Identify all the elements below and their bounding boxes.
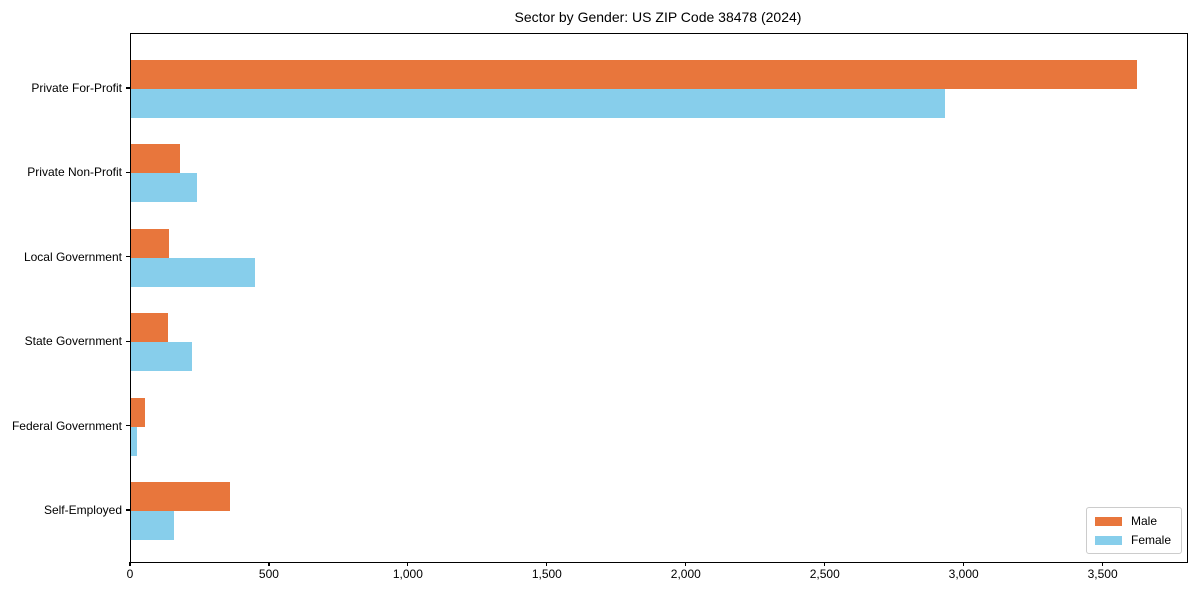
plot-area: Male Female bbox=[130, 33, 1188, 563]
xtick-label-500: 500 bbox=[258, 567, 279, 581]
y-tick-mark bbox=[126, 171, 130, 173]
chart-title: Sector by Gender: US ZIP Code 38478 (202… bbox=[514, 9, 802, 25]
bar-male-state-government bbox=[131, 313, 168, 343]
bar-male-self-employed bbox=[131, 482, 230, 511]
bar-male-federal-government bbox=[131, 397, 145, 427]
xtick-label-2,500: 2,500 bbox=[809, 567, 840, 581]
x-tick-mark bbox=[407, 562, 409, 566]
y-tick-mark bbox=[126, 340, 130, 342]
x-tick-mark bbox=[268, 562, 270, 566]
ytick-label-private-non-profit: Private Non-Profit bbox=[27, 165, 122, 180]
y-tick-mark bbox=[126, 256, 130, 258]
ytick-label-private-for-profit: Private For-Profit bbox=[31, 81, 122, 95]
bar-female-federal-government bbox=[131, 426, 137, 456]
legend: Male Female bbox=[1085, 507, 1182, 554]
xtick-label-1,500: 1,500 bbox=[531, 567, 562, 581]
legend-label-male: Male bbox=[1130, 514, 1157, 528]
x-tick-mark bbox=[685, 562, 687, 566]
bar-male-private-for-profit bbox=[131, 60, 1137, 89]
y-tick-mark bbox=[126, 509, 130, 511]
bar-female-state-government bbox=[131, 342, 193, 372]
x-tick-mark bbox=[963, 562, 965, 566]
ytick-label-self-employed: Self-Employed bbox=[43, 503, 122, 517]
bar-female-private-non-profit bbox=[131, 173, 198, 203]
ytick-label-federal-government: Federal Government bbox=[11, 418, 122, 433]
xtick-label-3,500: 3,500 bbox=[1087, 567, 1118, 581]
xtick-label-1,000: 1,000 bbox=[392, 567, 423, 581]
ytick-label-local-government: Local Government bbox=[23, 249, 122, 264]
bar-male-private-non-profit bbox=[131, 144, 181, 174]
bar-female-local-government bbox=[131, 257, 256, 287]
y-tick-mark bbox=[126, 87, 130, 89]
xtick-label-0: 0 bbox=[126, 567, 134, 581]
bar-female-private-for-profit bbox=[131, 89, 946, 118]
x-tick-mark bbox=[129, 562, 131, 566]
legend-entry-male: Male bbox=[1094, 514, 1171, 528]
bar-female-self-employed bbox=[131, 511, 175, 540]
legend-swatch-female bbox=[1094, 535, 1122, 545]
legend-swatch-male bbox=[1094, 516, 1122, 526]
legend-label-female: Female bbox=[1130, 533, 1171, 547]
y-tick-mark bbox=[126, 425, 130, 427]
bar-male-local-government bbox=[131, 228, 170, 258]
x-tick-mark bbox=[546, 562, 548, 566]
x-tick-mark bbox=[1102, 562, 1104, 566]
xtick-label-3,000: 3,000 bbox=[948, 567, 979, 581]
x-tick-mark bbox=[824, 562, 826, 566]
legend-entry-female: Female bbox=[1094, 533, 1171, 547]
ytick-label-state-government: State Government bbox=[24, 334, 122, 349]
xtick-label-2,000: 2,000 bbox=[670, 567, 701, 581]
